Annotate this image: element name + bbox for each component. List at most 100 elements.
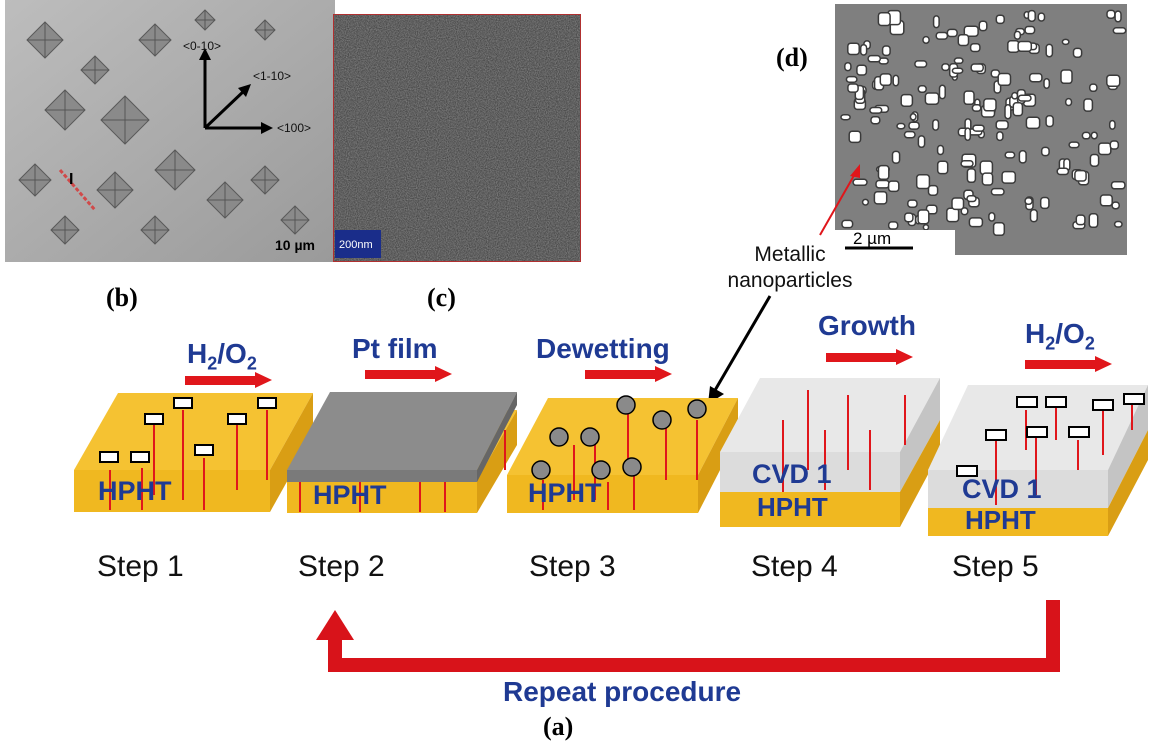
nanoparticle (914, 60, 928, 68)
nanoparticle (847, 83, 859, 93)
nanoparticle (927, 184, 939, 196)
nanoparticle (1089, 153, 1100, 167)
nanoparticle (903, 130, 916, 139)
nanoparticle (960, 159, 974, 168)
etch-pit-edge (97, 172, 133, 208)
nanoparticle (896, 122, 906, 130)
nanoparticle (1012, 102, 1024, 117)
nanoparticle (1075, 214, 1086, 226)
nanoparticle (1111, 201, 1120, 210)
nanoparticle (844, 61, 852, 72)
nanoparticle (968, 217, 984, 228)
layer-label-hpht: HPHT (757, 492, 828, 522)
callout-metallic-nanoparticles: Metallic nanoparticles (690, 242, 890, 294)
nanoparticle (969, 42, 981, 53)
nanoparticle (997, 72, 1012, 87)
nanoparticle (924, 92, 940, 105)
nanoparticle (840, 113, 851, 121)
block-step5 (928, 385, 1148, 536)
nanoparticle (951, 67, 964, 74)
nanoparticle (861, 198, 870, 206)
nanoparticle (922, 223, 930, 231)
nanoparticle (1110, 180, 1126, 190)
scale-bar-label: 200nm (339, 239, 373, 251)
nanoparticle (936, 160, 949, 175)
nanoparticle (981, 172, 994, 186)
nanoparticle (1081, 131, 1091, 140)
nanoparticle (1029, 209, 1038, 223)
nanoparticle (887, 180, 900, 193)
nanoparticle-dots (840, 9, 1127, 237)
nanoparticle (1025, 116, 1041, 130)
panel-label-d: (d) (776, 43, 808, 72)
nanoparticle (917, 85, 927, 93)
nanoparticle (1004, 104, 1012, 120)
nanoparticle (1018, 150, 1027, 164)
etch-pit-edge (141, 216, 169, 244)
nanoparticle (1088, 213, 1099, 229)
nanoparticle (1037, 12, 1046, 22)
nanoparticle (1114, 10, 1122, 23)
etch-pit-edge (207, 182, 243, 218)
direction-label: <100> (277, 121, 311, 135)
block-step4 (720, 378, 940, 527)
nanoparticle (1108, 119, 1116, 130)
nanoparticle (960, 207, 969, 216)
nanoparticle (938, 84, 946, 100)
nanoparticle (966, 194, 977, 203)
nanoparticle (963, 25, 979, 37)
callout-line: Metallic (754, 243, 826, 266)
layer-label-hpht: HPHT (965, 505, 1036, 535)
nanoparticle (972, 124, 985, 132)
nanoparticle (1013, 30, 1022, 40)
nanoparticle (1099, 194, 1113, 207)
nanoparticle (936, 144, 945, 156)
nanoparticle (879, 73, 892, 87)
operation-label-step4: Growth (818, 310, 916, 341)
panel-label-b: (b) (106, 283, 138, 312)
nanoparticle (873, 190, 888, 205)
nanoparticle (877, 11, 891, 27)
nanoparticle (1024, 197, 1033, 205)
nanoparticle (1083, 98, 1094, 112)
nanoparticle (966, 168, 977, 184)
etch-pit-edge (139, 24, 171, 56)
operation-label-step1: H2/O2 (187, 338, 257, 374)
nanoparticle (932, 118, 940, 131)
nanoparticle (1024, 25, 1036, 35)
nanoparticle-pointer-arrow (819, 164, 860, 236)
nanoparticle (909, 113, 917, 121)
nanoparticle (971, 104, 982, 112)
callout-line: nanoparticles (727, 269, 853, 292)
step-label: Step 5 (952, 550, 1039, 583)
nanoparticle (1061, 38, 1070, 46)
etch-pit-edge (51, 216, 79, 244)
scale-bar-label: 2 µm (853, 229, 891, 248)
layer-label-hpht: HPHT (528, 478, 602, 508)
nanoparticle (941, 63, 950, 72)
micrograph-b: <0-10> <1-10> <100> I 10 µm (5, 0, 335, 262)
nanoparticle (922, 35, 930, 44)
etch-pit-edge (281, 206, 309, 234)
nanoparticle (992, 222, 1006, 237)
nanoparticle (1056, 167, 1070, 176)
micrograph-d: 2 µm (835, 4, 1127, 255)
step-label: Step 2 (298, 550, 385, 583)
etch-pit-edge (101, 96, 149, 144)
nanoparticle (1017, 94, 1032, 102)
etch-pit-edge (195, 10, 215, 30)
direction-label: <1-10> (253, 69, 291, 83)
scale-bar-label: 10 µm (275, 237, 315, 253)
step-label: Step 4 (751, 550, 838, 583)
etch-pit-edge (81, 56, 109, 84)
nanoparticle (957, 33, 970, 47)
nanoparticle (891, 150, 901, 164)
nanoparticle (1043, 78, 1051, 90)
layer-label-hpht: HPHT (98, 476, 172, 506)
nanoparticle (881, 45, 891, 57)
nanoparticle (908, 121, 920, 130)
nanoparticle (951, 197, 965, 211)
nanoparticle (1040, 146, 1050, 157)
